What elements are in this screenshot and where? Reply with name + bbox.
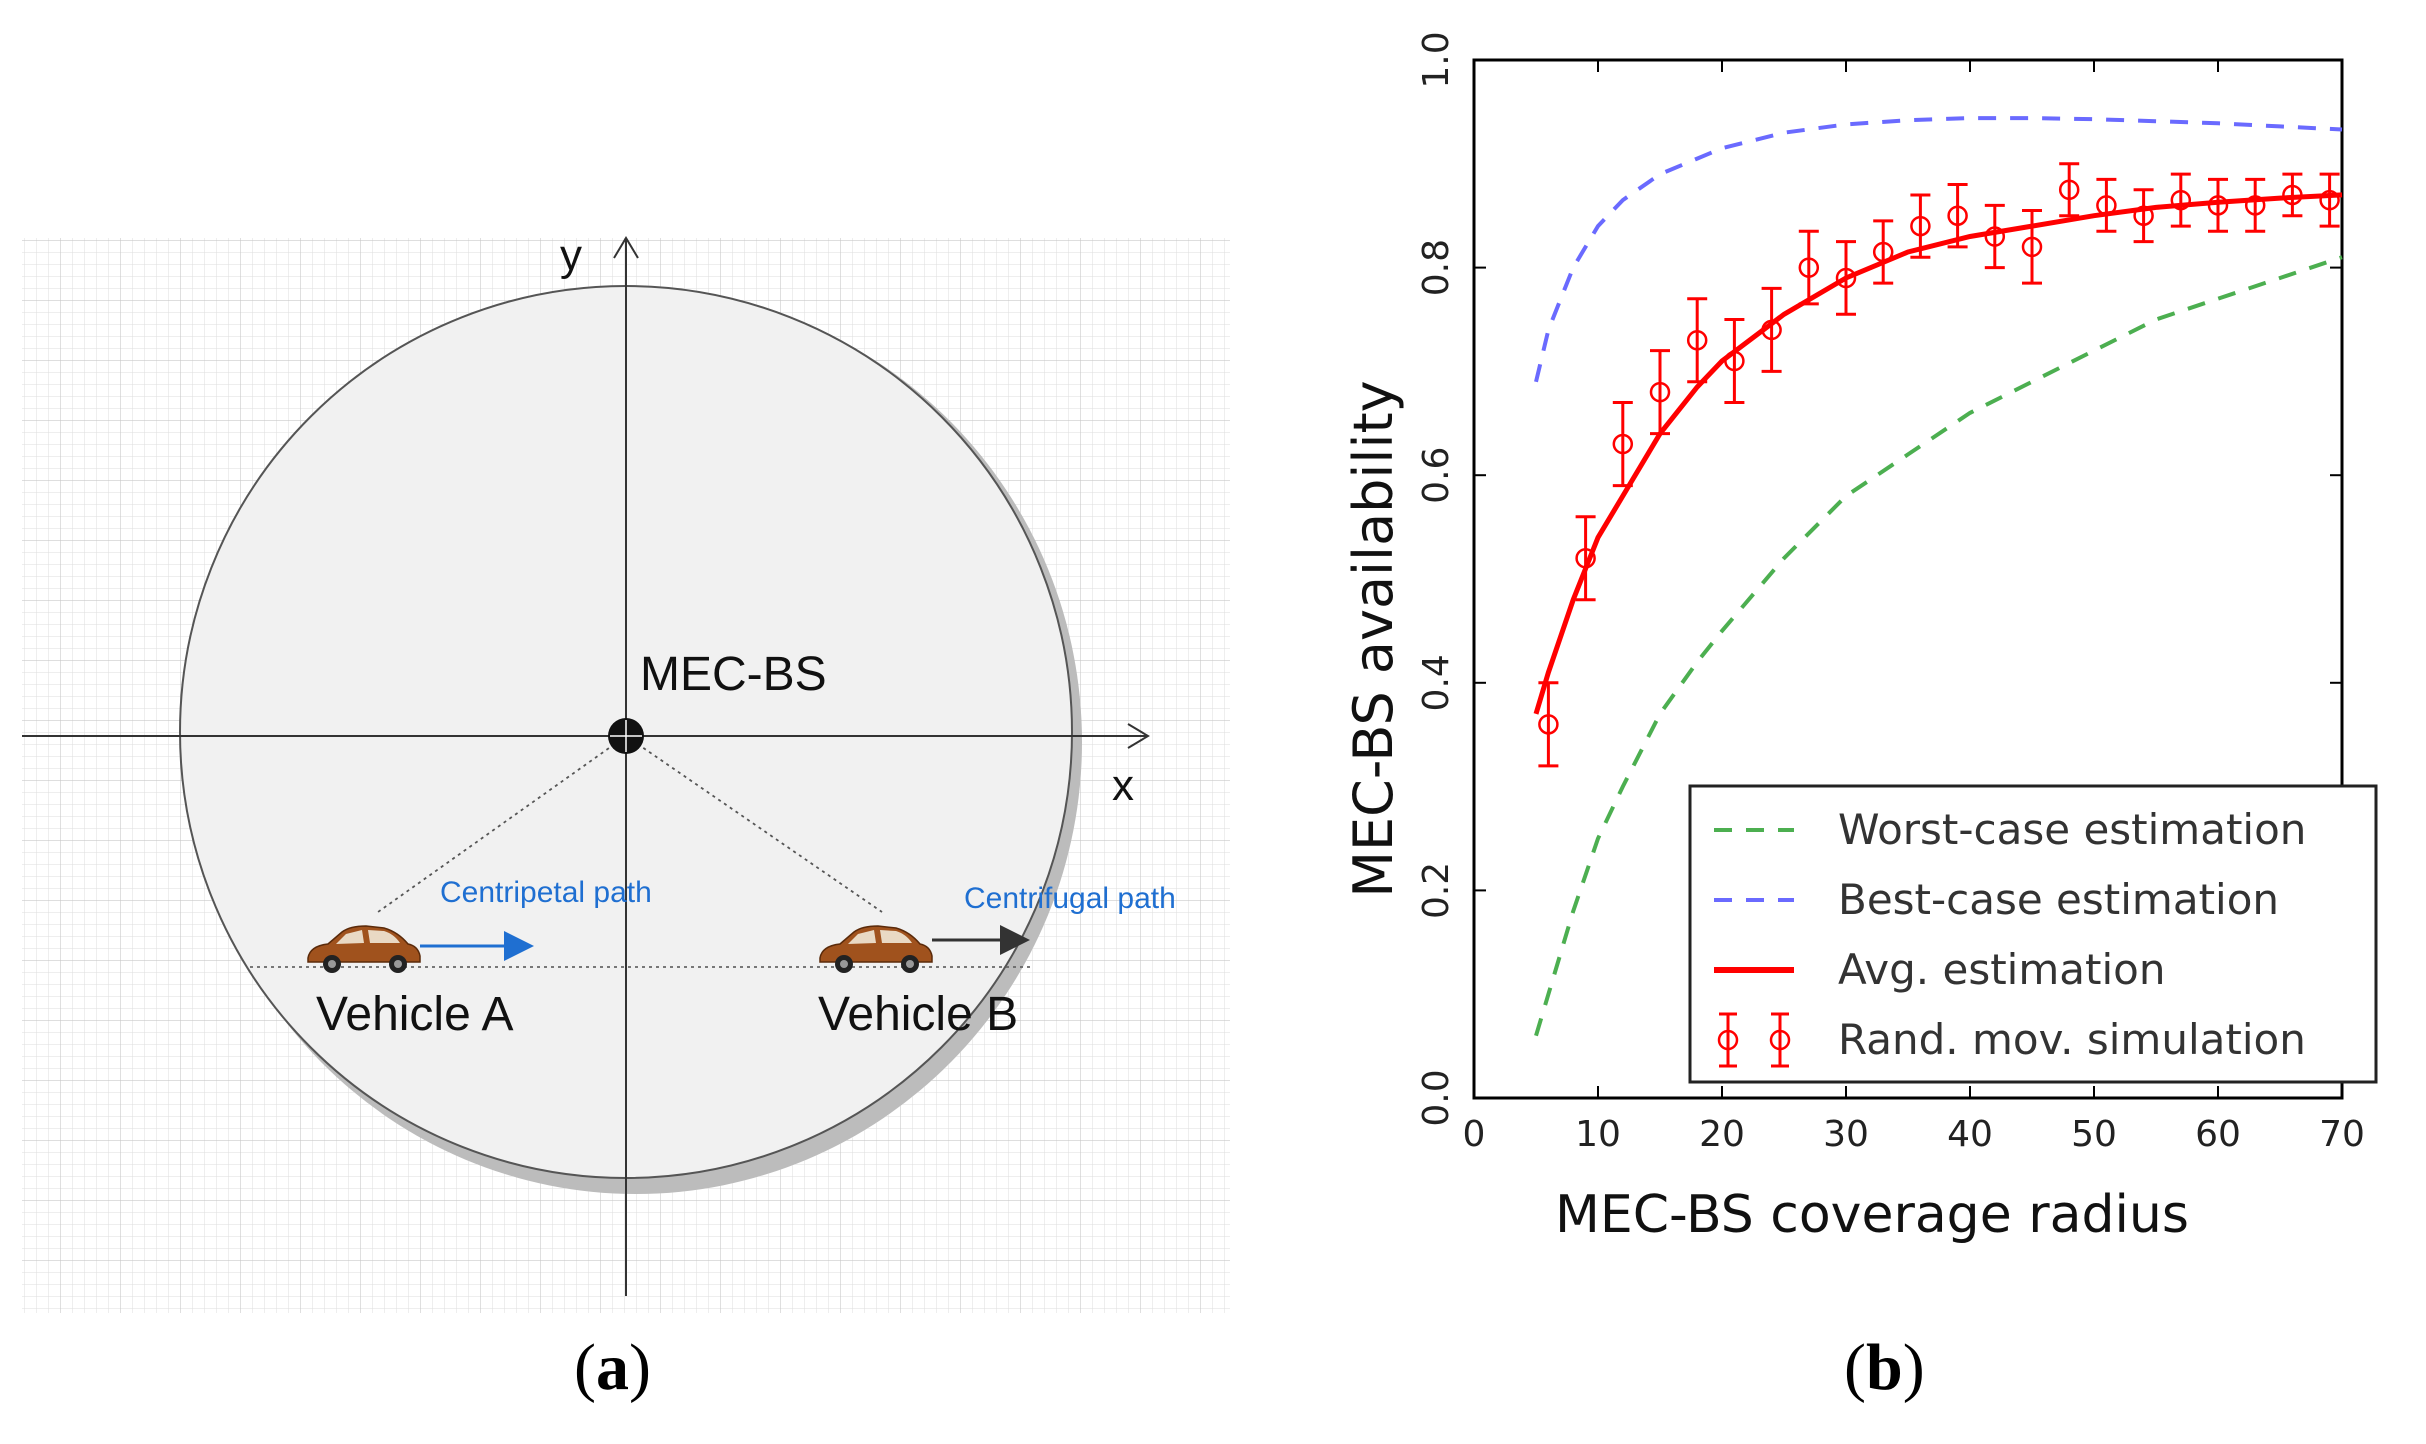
- data-point: [2282, 184, 2303, 206]
- data-point: [1649, 381, 1671, 403]
- legend-box: [1688, 784, 2378, 1084]
- data-point: [1984, 226, 2006, 247]
- y-tick-label: 0.6: [1416, 447, 1457, 504]
- y-tick-label: 0.0: [1416, 1069, 1457, 1126]
- data-point: [2207, 195, 2229, 216]
- legend-label: Avg. estimation: [1838, 945, 2165, 994]
- x-tick-label: 60: [2195, 1114, 2241, 1155]
- data-point: [2096, 195, 2117, 216]
- vehicle-a-label: Vehicle A: [316, 988, 513, 1041]
- x-axis-title: MEC-BS coverage radius: [1555, 1185, 2189, 1245]
- sightline-b: [625, 735, 883, 913]
- x-axis-label: x: [1112, 761, 1134, 810]
- vehicle-b-car-icon: [819, 925, 933, 973]
- data-point: [1910, 215, 1931, 237]
- x-tick-label: 20: [1699, 1114, 1745, 1155]
- y-axis-title: MEC-BS availability: [1342, 380, 1405, 897]
- x-tick-label: 50: [2071, 1114, 2117, 1155]
- data-point: [1538, 714, 1559, 735]
- caption-b: (b): [1844, 1331, 1925, 1404]
- panel-b-chart: 0 10 20 30 40 50 60 70 0.0 0.2 0.4 0.6 0.8 1.0 MEC-BS …: [1342, 31, 2378, 1245]
- centrifugal-path-label: Centrifugal path: [964, 882, 1176, 915]
- series-line-worst-case-estimation: [1534, 255, 2343, 1037]
- x-axis-arrowhead: [1127, 723, 1150, 749]
- y-tick-label: 0.4: [1416, 654, 1457, 711]
- legend-label: Worst-case estimation: [1838, 805, 2306, 854]
- data-point: [2133, 205, 2154, 226]
- legend-label: Rand. mov. simulation: [1838, 1015, 2306, 1064]
- panel-a-diagram: x y MEC-BS Centripetal path Vehicle A Ce…: [22, 231, 1230, 1313]
- x-tick-label: 70: [2319, 1114, 2365, 1155]
- data-point: [1835, 267, 1857, 289]
- series-line-best-case-estimation: [1534, 116, 2343, 383]
- x-tick-label: 10: [1575, 1114, 1621, 1155]
- series-line-avg-estimation: [1533, 192, 2343, 715]
- vehicle-b-label: Vehicle B: [818, 988, 1018, 1041]
- data-point: [1612, 433, 1634, 455]
- data-point: [2021, 236, 2043, 258]
- legend-swatch-marker: [1717, 1029, 1739, 1051]
- y-axis-arrowhead: [613, 236, 639, 259]
- plot-frame: [1472, 58, 2344, 1100]
- y-axis-label: y: [560, 231, 582, 280]
- data-point: [1947, 205, 1968, 226]
- data-point: [2244, 195, 2266, 216]
- vehicle-a-car-icon: [307, 925, 421, 973]
- y-tick-label: 0.2: [1416, 862, 1457, 919]
- x-tick-label: 30: [1823, 1114, 1869, 1155]
- data-point: [2170, 189, 2192, 211]
- data-point: [1761, 319, 1782, 341]
- data-point: [1798, 257, 1820, 278]
- data-point: [1686, 330, 1708, 351]
- data-point: [1724, 350, 1745, 372]
- legend-swatch-marker: [1769, 1029, 1791, 1051]
- centripetal-path-label: Centripetal path: [440, 876, 652, 909]
- data-point: [1575, 547, 1596, 569]
- y-tick-label: 0.8: [1416, 239, 1457, 296]
- y-tick-label: 1.0: [1416, 31, 1457, 88]
- x-tick-label: 0: [1463, 1114, 1486, 1155]
- x-tick-label: 40: [1947, 1114, 1993, 1155]
- sightline-a: [377, 735, 627, 913]
- data-point: [1872, 241, 1894, 263]
- data-point: [2058, 179, 2080, 200]
- mec-bs-label: MEC-BS: [640, 648, 827, 701]
- data-point: [2319, 189, 2340, 211]
- caption-a: (a): [574, 1331, 651, 1404]
- legend-label: Best-case estimation: [1838, 875, 2279, 924]
